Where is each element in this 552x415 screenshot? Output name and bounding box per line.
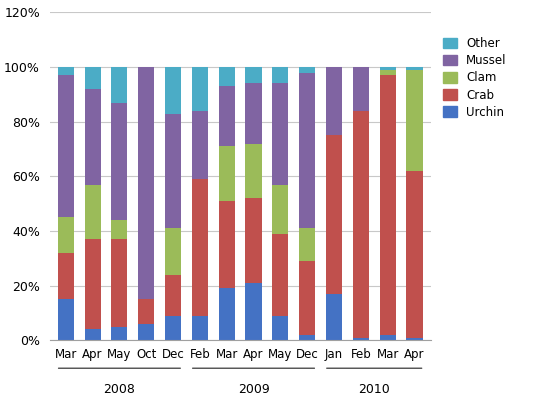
Bar xyxy=(219,201,235,288)
Bar xyxy=(353,337,369,340)
Bar xyxy=(406,171,422,337)
Text: 2010: 2010 xyxy=(358,383,390,396)
Bar xyxy=(246,83,262,144)
Bar xyxy=(165,275,181,316)
Bar xyxy=(406,70,422,171)
Text: 2008: 2008 xyxy=(103,383,135,396)
Bar xyxy=(353,111,369,337)
Bar xyxy=(326,135,342,294)
Bar xyxy=(326,67,342,135)
Bar xyxy=(112,220,128,239)
Bar xyxy=(272,185,288,234)
Bar xyxy=(112,239,128,327)
Bar xyxy=(406,337,422,340)
Bar xyxy=(58,67,74,75)
Bar xyxy=(192,316,208,340)
Bar xyxy=(299,228,315,261)
Bar xyxy=(58,299,74,340)
Bar xyxy=(353,67,369,111)
Bar xyxy=(84,239,100,330)
Bar xyxy=(299,67,315,73)
Bar xyxy=(192,67,208,111)
Bar xyxy=(84,67,100,89)
Bar xyxy=(165,228,181,275)
Bar xyxy=(272,316,288,340)
Bar xyxy=(219,288,235,340)
Bar xyxy=(192,179,208,316)
Bar xyxy=(380,335,396,340)
Text: 2009: 2009 xyxy=(238,383,269,396)
Bar xyxy=(406,67,422,70)
Bar xyxy=(58,75,74,217)
Bar xyxy=(58,217,74,253)
Bar xyxy=(112,67,128,103)
Bar xyxy=(380,70,396,75)
Bar xyxy=(165,114,181,228)
Bar xyxy=(219,86,235,146)
Bar xyxy=(380,67,396,70)
Bar xyxy=(299,261,315,335)
Bar xyxy=(138,324,155,340)
Bar xyxy=(138,67,155,299)
Bar xyxy=(192,111,208,179)
Bar xyxy=(112,103,128,220)
Legend: Other, Mussel, Clam, Crab, Urchin: Other, Mussel, Clam, Crab, Urchin xyxy=(440,35,509,121)
Bar xyxy=(165,67,181,114)
Bar xyxy=(246,198,262,283)
Bar xyxy=(165,316,181,340)
Bar xyxy=(219,146,235,201)
Bar xyxy=(246,283,262,340)
Bar xyxy=(299,73,315,228)
Bar xyxy=(326,294,342,340)
Bar xyxy=(84,89,100,185)
Bar xyxy=(299,335,315,340)
Bar xyxy=(246,144,262,198)
Bar xyxy=(112,327,128,340)
Bar xyxy=(84,185,100,239)
Bar xyxy=(272,67,288,83)
Bar xyxy=(138,299,155,324)
Bar xyxy=(58,253,74,299)
Bar xyxy=(246,67,262,83)
Bar xyxy=(84,330,100,340)
Bar xyxy=(380,75,396,335)
Bar xyxy=(219,67,235,86)
Bar xyxy=(272,83,288,185)
Bar xyxy=(272,234,288,316)
